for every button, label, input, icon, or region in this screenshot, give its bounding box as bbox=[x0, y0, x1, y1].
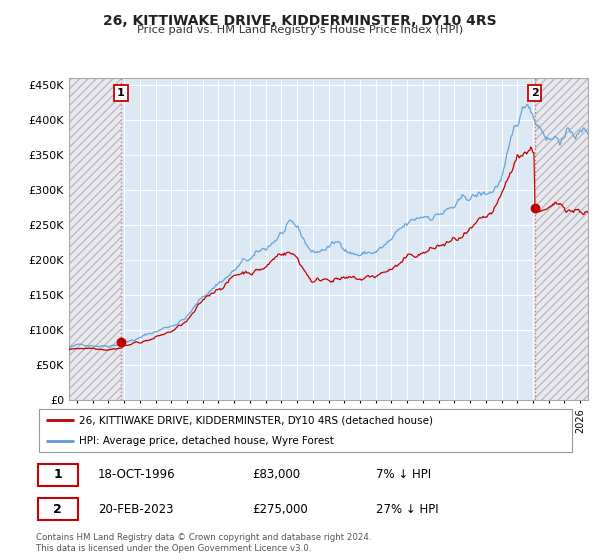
Text: 27% ↓ HPI: 27% ↓ HPI bbox=[376, 503, 439, 516]
Bar bbox=[535, 78, 588, 400]
Text: 26, KITTIWAKE DRIVE, KIDDERMINSTER, DY10 4RS (detached house): 26, KITTIWAKE DRIVE, KIDDERMINSTER, DY10… bbox=[79, 415, 433, 425]
Text: HPI: Average price, detached house, Wyre Forest: HPI: Average price, detached house, Wyre… bbox=[79, 436, 334, 446]
Text: Contains HM Land Registry data © Crown copyright and database right 2024.
This d: Contains HM Land Registry data © Crown c… bbox=[36, 533, 371, 553]
Text: Price paid vs. HM Land Registry's House Price Index (HPI): Price paid vs. HM Land Registry's House … bbox=[137, 25, 463, 35]
Text: 1: 1 bbox=[53, 468, 62, 481]
Text: 2: 2 bbox=[53, 503, 62, 516]
Text: £275,000: £275,000 bbox=[252, 503, 308, 516]
Text: 18-OCT-1996: 18-OCT-1996 bbox=[98, 468, 176, 481]
Text: 1: 1 bbox=[117, 88, 125, 98]
Text: 20-FEB-2023: 20-FEB-2023 bbox=[98, 503, 173, 516]
Text: 7% ↓ HPI: 7% ↓ HPI bbox=[376, 468, 431, 481]
FancyBboxPatch shape bbox=[39, 409, 572, 452]
Text: 26, KITTIWAKE DRIVE, KIDDERMINSTER, DY10 4RS: 26, KITTIWAKE DRIVE, KIDDERMINSTER, DY10… bbox=[103, 14, 497, 28]
FancyBboxPatch shape bbox=[38, 498, 78, 520]
FancyBboxPatch shape bbox=[38, 464, 78, 486]
Bar bbox=[69, 78, 121, 400]
Text: 2: 2 bbox=[531, 88, 539, 98]
Text: £83,000: £83,000 bbox=[252, 468, 300, 481]
